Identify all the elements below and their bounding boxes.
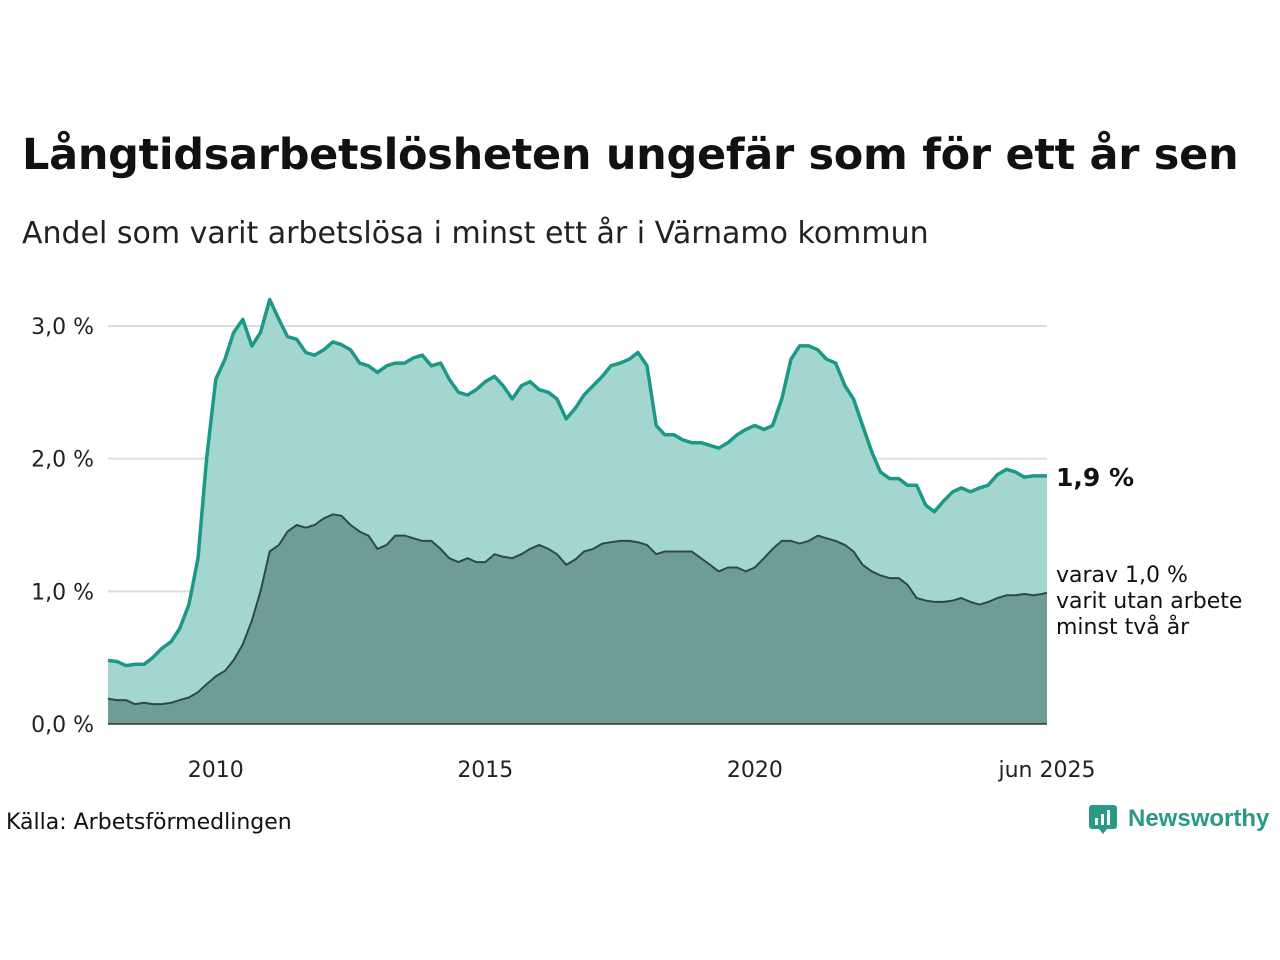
x-tick-label: 2020 bbox=[727, 758, 783, 783]
x-tick-label: jun 2025 bbox=[998, 758, 1096, 783]
end-value-label: 1,9 % bbox=[1056, 463, 1134, 492]
chart-title: Långtidsarbetslösheten ungefär som för e… bbox=[22, 130, 1239, 180]
x-axis-ticks: 2010 2015 2020 jun 2025 bbox=[188, 758, 1096, 783]
end-note-line-1: varav 1,0 % bbox=[1056, 563, 1188, 588]
series-2-line bbox=[107, 513, 1048, 706]
y-tick-label: 3,0 % bbox=[31, 315, 94, 340]
x-tick-label: 2010 bbox=[188, 758, 244, 783]
y-tick-label: 2,0 % bbox=[31, 448, 94, 473]
y-tick-label: 0,0 % bbox=[31, 713, 94, 738]
series-1-line bbox=[107, 297, 1047, 668]
newsworthy-logo: Newsworthy bbox=[1088, 804, 1269, 834]
x-tick-label: 2015 bbox=[457, 758, 513, 783]
logo-text: Newsworthy bbox=[1128, 805, 1270, 832]
chart-subtitle: Andel som varit arbetslösa i minst ett å… bbox=[22, 216, 929, 251]
newsworthy-chart-icon bbox=[1089, 805, 1117, 834]
y-tick-label: 1,0 % bbox=[31, 580, 94, 605]
y-axis-ticks: 0,0 % 1,0 % 2,0 % 3,0 % bbox=[31, 315, 94, 738]
end-note-line-3: minst två år bbox=[1056, 614, 1190, 640]
end-note-line-2: varit utan arbete bbox=[1056, 589, 1242, 614]
source-note: Källa: Arbetsförmedlingen bbox=[6, 810, 292, 835]
series-2-area bbox=[108, 514, 1047, 724]
